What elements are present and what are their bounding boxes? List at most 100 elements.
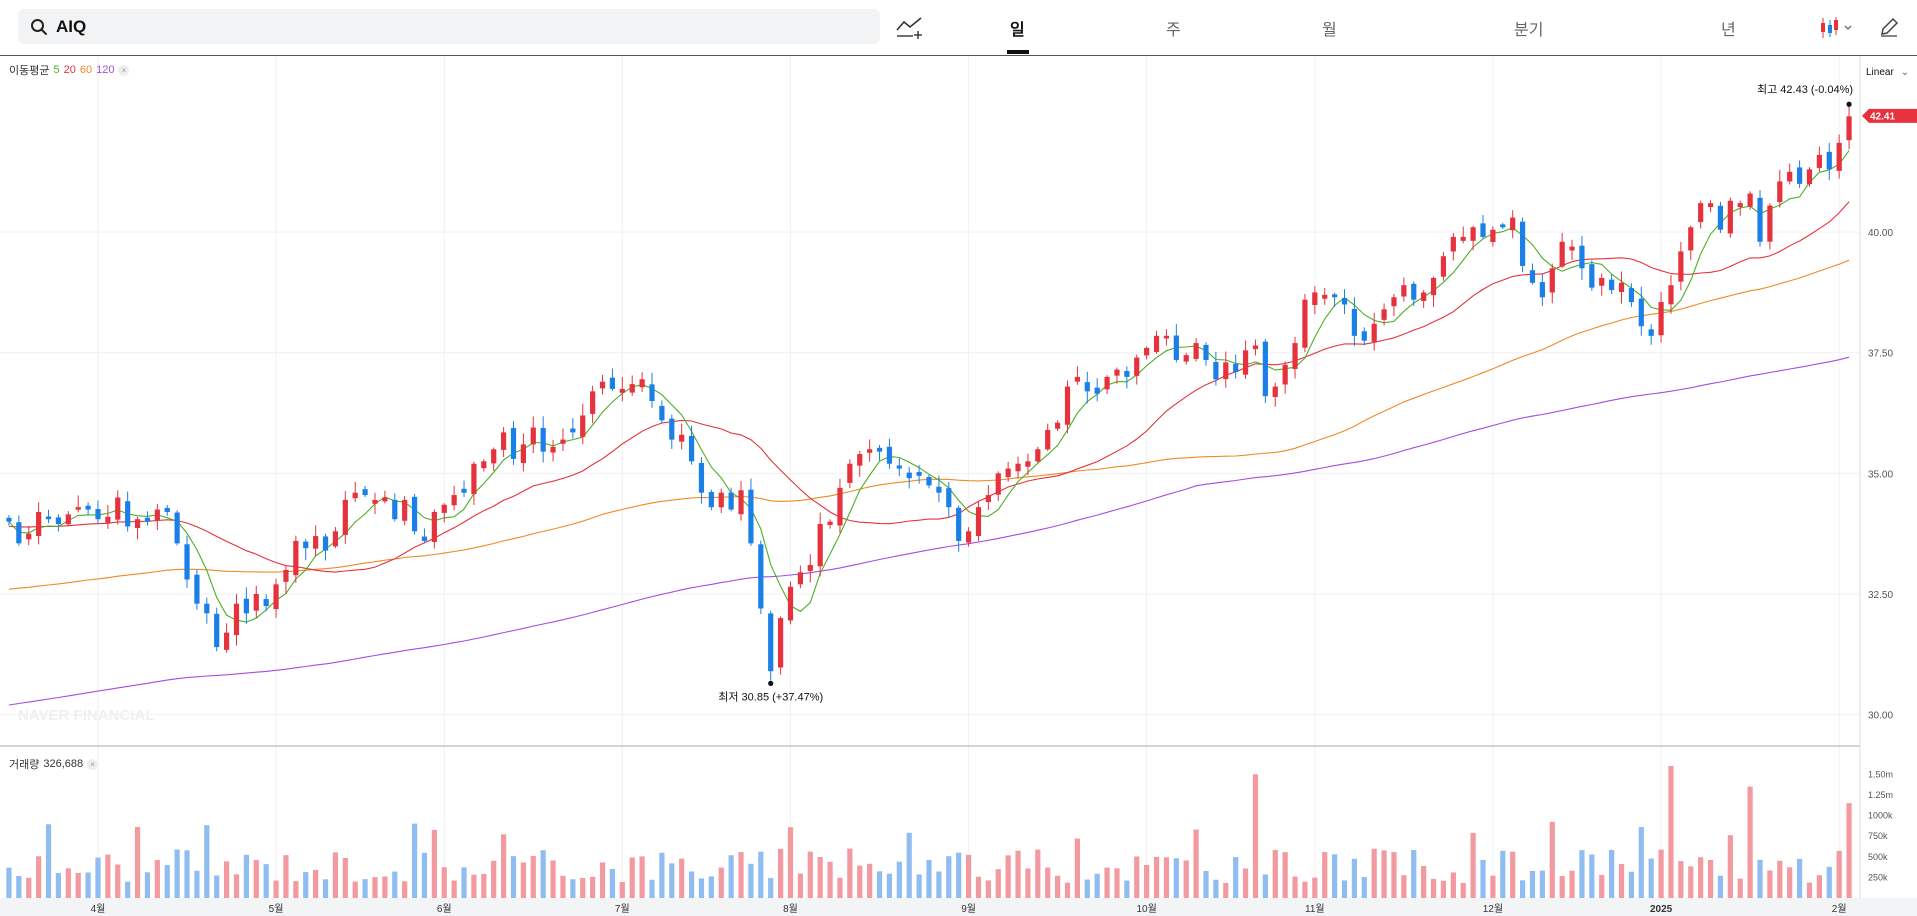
candle-body (105, 516, 111, 523)
volume-bar (1757, 859, 1763, 898)
candle-body (144, 517, 151, 522)
candle-body (1747, 193, 1753, 207)
candle-body (1658, 302, 1664, 336)
close-icon[interactable]: × (118, 64, 130, 76)
candle-body (1213, 361, 1219, 380)
volume-bar (1787, 867, 1793, 898)
volume-bar (411, 823, 418, 898)
volume-bar (728, 855, 734, 898)
volume-bar (738, 852, 744, 898)
candle-body (1421, 292, 1427, 301)
candle-body (758, 544, 764, 609)
volume-bar (1737, 878, 1743, 898)
candle-body (1361, 331, 1367, 341)
candle-body (1242, 350, 1249, 375)
pencil-icon[interactable] (1878, 16, 1900, 38)
volume-bar (1272, 849, 1278, 898)
volume-bar (1421, 865, 1427, 898)
tab-week[interactable]: 주 (1166, 22, 1181, 39)
volume-bar (1252, 774, 1259, 898)
volume-bar (1153, 856, 1160, 898)
candle-body (1836, 142, 1842, 171)
volume-bar (807, 851, 813, 898)
ma-legend: 이동평균 5 20 60 120 × (9, 62, 130, 78)
volume-bar (1074, 838, 1080, 898)
candle-body (936, 486, 942, 493)
volume-bar (926, 859, 932, 898)
candle-body (1648, 329, 1654, 336)
volume-bar (1579, 850, 1585, 898)
volume-bar (1549, 821, 1555, 898)
tab-day[interactable]: 일 (1010, 22, 1025, 39)
tab-month[interactable]: 월 (1322, 22, 1337, 39)
chart-type-candle-icon[interactable] (1818, 16, 1858, 40)
candle-body (995, 473, 1001, 495)
candle-body (322, 536, 329, 551)
tab-year[interactable]: 년 (1721, 22, 1736, 39)
close-icon[interactable]: × (87, 758, 99, 770)
volume-bar (273, 880, 279, 898)
volume-bar (204, 825, 210, 898)
volume-bar (1698, 857, 1704, 898)
active-tab-indicator (1007, 50, 1029, 54)
candle-body (896, 465, 902, 469)
candle-body (1470, 227, 1476, 241)
volume-bar (609, 868, 616, 898)
volume-bar (1707, 860, 1714, 898)
volume-bar (629, 857, 635, 898)
volume-bar (115, 864, 121, 898)
price-tick-label: 40.00 (1868, 228, 1893, 239)
candle-body (1055, 422, 1061, 429)
candle-body (283, 569, 289, 582)
candle-body (164, 507, 170, 512)
ma-20-line (8, 201, 1850, 573)
volume-bar (1361, 877, 1367, 898)
drawing-tool-icon[interactable] (895, 14, 925, 40)
candle-body (1351, 308, 1358, 336)
volume-bar (1124, 880, 1130, 898)
candle-body (1411, 283, 1417, 300)
candle-body (471, 463, 477, 495)
volume-tick-label: 1000k (1868, 811, 1893, 821)
candle-body (1529, 270, 1536, 283)
volume-bar (1796, 858, 1803, 898)
volume-bar (1292, 876, 1298, 898)
candle-body (1045, 429, 1051, 450)
tab-quarter[interactable]: 분기 (1514, 22, 1544, 39)
search-input[interactable]: AIQ (56, 16, 87, 36)
date-tick-label: 10월 (1136, 903, 1156, 915)
candle-body (303, 541, 309, 549)
candle-body (1599, 277, 1605, 286)
volume-bar (985, 880, 991, 898)
volume-bar (26, 877, 32, 898)
volume-bar (1183, 860, 1189, 898)
date-tick-label: 4월 (91, 903, 106, 915)
last-price-tag (1862, 108, 1917, 123)
candle-body (688, 435, 695, 462)
price-chart[interactable]: NAVER FINANCIAL 30.00 32.50 35.00 37.50 40.0… (0, 56, 1917, 916)
volume-bar (530, 855, 536, 898)
volume-bar (1302, 881, 1308, 898)
volume-bar (1727, 835, 1733, 898)
volume-bar (16, 875, 22, 898)
high-annotation: 최고 42.43 (-0.04%) (1757, 83, 1853, 96)
volume-bar (451, 880, 457, 898)
volume-bar (1203, 870, 1209, 898)
volume-bar (708, 876, 714, 898)
search-box[interactable]: AIQ (18, 9, 880, 44)
candle-body (1401, 285, 1407, 297)
candle-body (827, 521, 833, 525)
volume-bar (45, 824, 52, 898)
candle-body (975, 507, 982, 537)
volume-bar (402, 881, 408, 898)
price-tick-label: 35.00 (1868, 469, 1893, 480)
scale-selector[interactable]: Linear ⌄ (1866, 67, 1909, 78)
volume-bar (1282, 852, 1288, 898)
candle-body (1302, 299, 1308, 348)
candle-body (431, 511, 437, 542)
ma-5-line (8, 150, 1850, 623)
candle-body (214, 613, 220, 648)
candle-body (1628, 288, 1635, 303)
candle-body (1569, 246, 1575, 251)
candle-body (1549, 268, 1555, 293)
